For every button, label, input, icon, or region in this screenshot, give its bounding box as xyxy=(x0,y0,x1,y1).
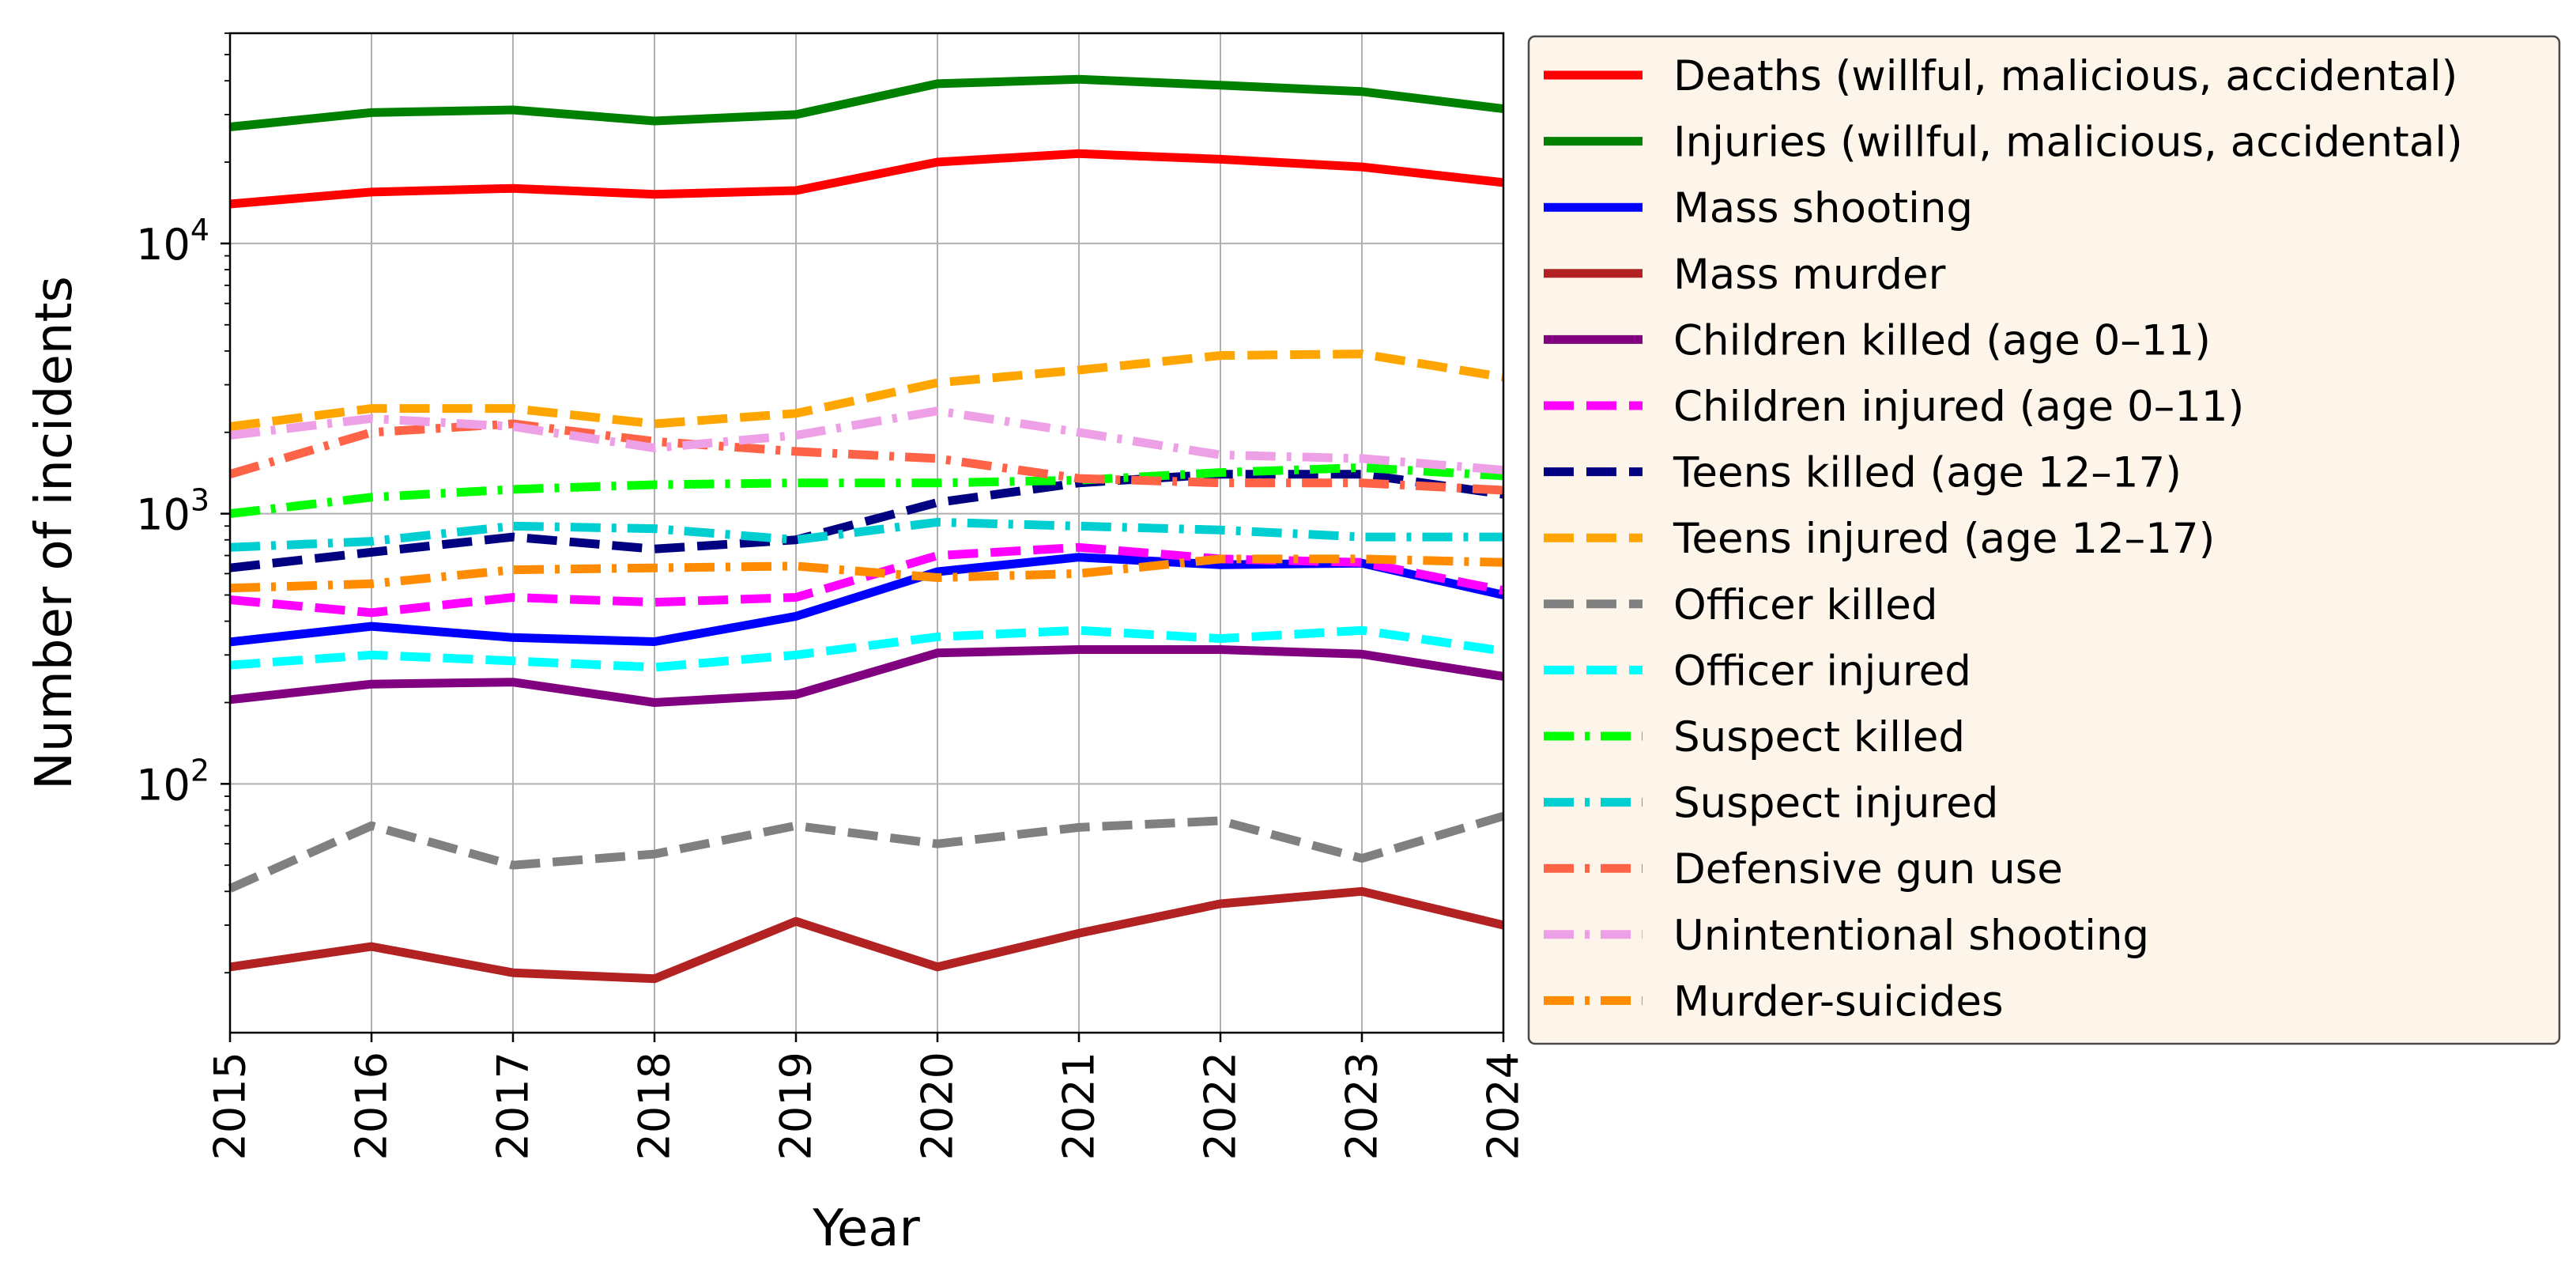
legend-label: Defensive gun use xyxy=(1673,845,2063,894)
legend-item: Suspect killed xyxy=(1544,713,1965,761)
legend-label: Teens injured (age 12–17) xyxy=(1673,515,2215,563)
x-tick-label: 2023 xyxy=(1337,1052,1387,1160)
series-line xyxy=(228,419,1504,495)
x-tick-label: 2016 xyxy=(347,1052,397,1160)
legend-label: Murder-suicides xyxy=(1673,977,2004,1026)
legend-item: Teens killed (age 12–17) xyxy=(1544,449,2182,497)
legend-label: Mass shooting xyxy=(1673,184,1973,232)
legend-label: Unintentional shooting xyxy=(1673,912,2149,960)
legend-label: Injuries (willful, malicious, accidental… xyxy=(1673,119,2463,167)
series-line xyxy=(229,406,1504,474)
legend-item: Murder-suicides xyxy=(1544,977,2004,1026)
series-line xyxy=(229,470,1504,572)
x-tick-label: 2022 xyxy=(1196,1052,1246,1160)
legend-label: Children killed (age 0–11) xyxy=(1673,316,2211,365)
legend-item: Deaths (willful, malicious, accidental) xyxy=(1544,52,2457,100)
x-axis-ticks: 2015 2016 2017 2018 2019 2020 2021 2022 2023 2024 xyxy=(206,1033,1529,1160)
plot-frame xyxy=(228,32,1505,1034)
legend: Deaths (willful, malicious, accidental) I… xyxy=(1527,35,2561,1045)
legend-item: Mass murder xyxy=(1544,251,1946,299)
series-line xyxy=(229,517,1503,552)
legend-label: Suspect injured xyxy=(1673,780,1998,828)
series-line xyxy=(229,645,1504,707)
series-line xyxy=(229,349,1504,431)
legend-label: Suspect killed xyxy=(1673,713,1965,761)
series-line xyxy=(229,149,1504,209)
legend-label: Teens killed (age 12–17) xyxy=(1673,449,2182,497)
x-tick-label: 2019 xyxy=(771,1052,821,1160)
legend-item: Unintentional shooting xyxy=(1544,912,2149,960)
legend-label: Officer killed xyxy=(1673,581,1937,629)
series-line xyxy=(229,542,1505,618)
legend-item: Suspect injured xyxy=(1544,780,1998,828)
legend-item: Defensive gun use xyxy=(1544,845,2063,894)
legend-label: Mass murder xyxy=(1673,251,1946,299)
y-tick-label: 103 xyxy=(136,483,209,540)
x-axis-label: Year xyxy=(812,1200,920,1258)
y-tick-label: 102 xyxy=(136,753,209,810)
x-tick-label: 2021 xyxy=(1054,1052,1104,1160)
x-tick-label: 2018 xyxy=(630,1052,680,1160)
legend-item: Injuries (willful, malicious, accidental… xyxy=(1544,119,2463,167)
legend-item: Children injured (age 0–11) xyxy=(1544,383,2244,431)
series-line xyxy=(229,463,1504,519)
x-tick-label: 2024 xyxy=(1479,1052,1529,1160)
legend-item: Teens injured (age 12–17) xyxy=(1544,515,2215,563)
series-lines xyxy=(228,74,1505,984)
series-line xyxy=(228,811,1505,893)
series-line xyxy=(229,74,1504,131)
y-axis-ticks: 102 103 104 xyxy=(136,32,230,974)
x-tick-label: 2015 xyxy=(206,1052,255,1160)
legend-label: Deaths (willful, malicious, accidental) xyxy=(1673,52,2457,100)
legend-item: Mass shooting xyxy=(1544,184,1973,232)
legend-item: Officer injured xyxy=(1544,647,1971,695)
legend-item: Officer killed xyxy=(1544,581,1937,629)
legend-item: Children killed (age 0–11) xyxy=(1544,316,2211,365)
legend-label: Children injured (age 0–11) xyxy=(1673,383,2244,431)
legend-frame xyxy=(1527,35,2561,1045)
x-tick-label: 2020 xyxy=(913,1052,963,1160)
legend-label: Officer injured xyxy=(1673,647,1971,695)
y-axis-label: Number of incidents xyxy=(25,276,84,790)
y-tick-label: 104 xyxy=(136,213,209,270)
x-tick-label: 2017 xyxy=(488,1052,538,1160)
series-line xyxy=(229,554,1504,593)
series-line xyxy=(229,886,1505,984)
